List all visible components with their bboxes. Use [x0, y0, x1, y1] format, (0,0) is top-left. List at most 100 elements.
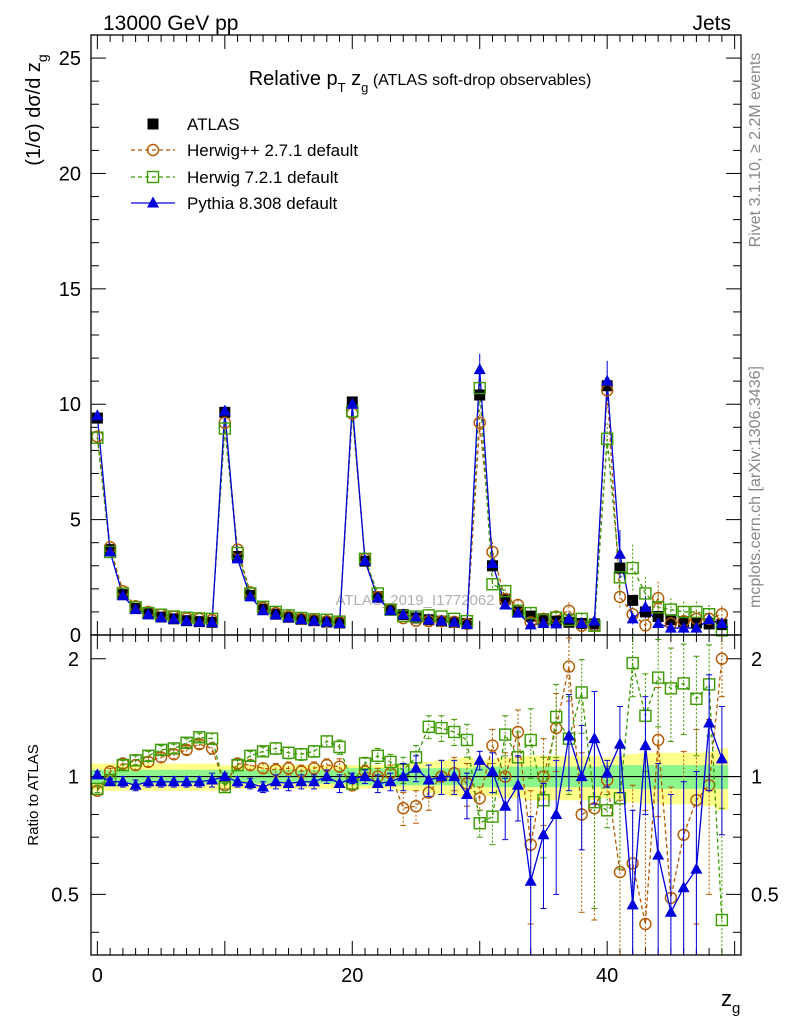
marker-triangle [397, 608, 410, 620]
marker-open-square [715, 913, 729, 927]
marker-triangle [206, 616, 219, 628]
marker-square [652, 611, 664, 623]
marker-triangle [652, 848, 665, 860]
marker-open-square [282, 746, 295, 760]
marker-square [639, 606, 651, 618]
marker-square [665, 614, 677, 626]
x-tick-label: 20 [341, 965, 363, 987]
x-tick-label: 0 [92, 965, 103, 987]
marker-open-square [358, 757, 372, 770]
marker-circle [651, 591, 665, 605]
marker-open-square [626, 656, 639, 670]
marker-triangle [193, 615, 206, 627]
marker-circle [613, 590, 627, 604]
marker-triangle [460, 618, 473, 630]
marker-triangle [167, 775, 180, 787]
marker-triangle [511, 606, 524, 618]
legend-label: Herwig++ 2.7.1 default [187, 141, 358, 160]
marker-open-square [499, 728, 512, 741]
marker-triangle [269, 608, 282, 620]
marker-open-square [154, 743, 168, 757]
marker-circle [333, 760, 346, 773]
marker-open-square [231, 758, 244, 772]
marker-triangle [435, 770, 448, 782]
marker-triangle [664, 621, 677, 633]
marker-triangle [269, 775, 282, 787]
marker-triangle [486, 765, 499, 777]
marker-open-square [639, 587, 652, 600]
marker-triangle [359, 554, 372, 566]
marker-circle [397, 802, 410, 815]
marker-triangle [690, 862, 703, 874]
marker-triangle [257, 604, 270, 616]
marker-open-square [205, 732, 219, 745]
marker-triangle [575, 770, 588, 782]
marker-triangle [435, 614, 448, 626]
marker-triangle [703, 613, 716, 625]
marker-open-square [600, 432, 614, 446]
legend-label: ATLAS [187, 115, 240, 134]
marker-square [614, 562, 626, 574]
marker-triangle [257, 780, 270, 792]
y-tick-label: 15 [59, 279, 81, 301]
marker-open-square [295, 748, 308, 761]
header-right: Jets [692, 12, 731, 35]
marker-circle [282, 762, 295, 775]
marker-triangle [448, 770, 461, 782]
marker-open-square [116, 758, 130, 772]
marker-circle [473, 792, 486, 805]
y-tick-label: 10 [59, 394, 81, 416]
marker-circle [146, 143, 160, 157]
marker-triangle [626, 898, 639, 910]
marker-triangle [601, 766, 614, 778]
ratio-line-1 [96, 658, 723, 925]
marker-open-square [664, 603, 678, 616]
marker-open-square [473, 381, 486, 395]
marker-open-square [218, 780, 232, 794]
marker-triangle [448, 615, 461, 627]
marker-triangle [460, 787, 473, 799]
marker-circle [613, 865, 627, 879]
marker-open-square [320, 735, 333, 748]
marker-triangle [295, 613, 308, 625]
marker-triangle [333, 616, 346, 628]
legend-label: Pythia 8.308 default [187, 194, 338, 213]
marker-triangle [639, 739, 652, 751]
marker-open-square [664, 682, 678, 695]
header-left: 13000 GeV pp [103, 12, 238, 35]
marker-triangle [104, 545, 117, 557]
ratio-y-tick-label: 1 [751, 767, 762, 789]
marker-open-square [486, 810, 499, 823]
marker-square [601, 380, 613, 392]
marker-open-square [486, 578, 499, 591]
ratio-line-3 [97, 722, 723, 915]
marker-triangle [384, 775, 397, 787]
marker-open-square [333, 740, 346, 754]
marker-triangle [129, 603, 142, 615]
marker-circle [486, 739, 499, 752]
marker-triangle [550, 807, 563, 819]
marker-square [147, 118, 159, 130]
marker-circle [154, 751, 168, 764]
marker-triangle [677, 881, 690, 893]
marker-triangle [703, 716, 716, 728]
marker-triangle [91, 768, 104, 780]
ratio-y-tick-label: 2 [751, 649, 762, 671]
marker-triangle [218, 404, 231, 416]
marker-triangle [601, 374, 614, 386]
marker-triangle [142, 775, 155, 787]
marker-triangle [715, 616, 728, 628]
marker-open-square [256, 745, 270, 758]
legend-label: Herwig 7.2.1 default [187, 168, 338, 187]
marker-triangle [422, 613, 435, 625]
marker-open-square [91, 782, 104, 796]
marker-triangle [308, 775, 321, 787]
marker-open-square [269, 742, 283, 755]
x-axis-label: zg [721, 986, 740, 1017]
marker-triangle [371, 777, 384, 789]
marker-triangle [104, 775, 117, 787]
marker-triangle [218, 770, 231, 782]
marker-open-square [626, 561, 639, 575]
marker-triangle [524, 618, 537, 630]
